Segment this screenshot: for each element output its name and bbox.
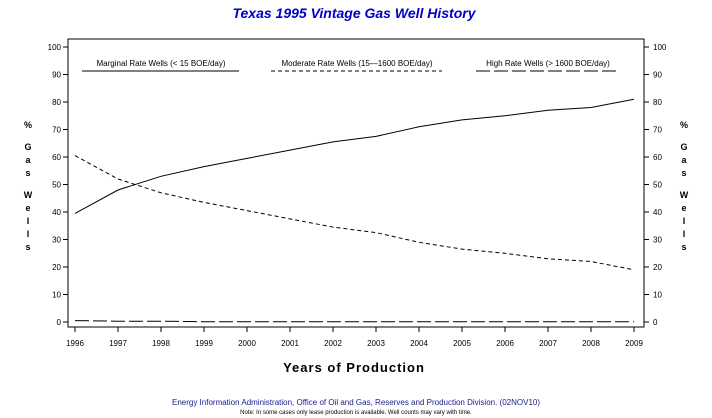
y-tick-label-right: 100 [653, 43, 667, 52]
y-tick-label-right: 30 [653, 236, 662, 245]
y-label-char: s [681, 168, 686, 178]
y-tick-label-right: 40 [653, 208, 662, 217]
x-tick-label: 2002 [324, 339, 342, 348]
y-label-char: a [25, 155, 31, 165]
x-tick-label: 1999 [195, 339, 213, 348]
y-tick-label-left: 70 [52, 126, 61, 135]
series-line-3 [74, 320, 634, 323]
y-tick-label-left: 10 [52, 291, 61, 300]
y-tick-label-left: 40 [52, 208, 61, 217]
x-tick-label: 2009 [625, 339, 643, 348]
y-tick-label-left: 80 [52, 98, 61, 107]
y-label-char: l [27, 229, 30, 239]
y-tick-label-right: 90 [653, 71, 662, 80]
x-tick-label: 2004 [410, 339, 428, 348]
x-tick-label: 2000 [238, 339, 256, 348]
y-tick-label-left: 60 [52, 153, 61, 162]
y-tick-label-right: 10 [653, 291, 662, 300]
x-tick-label: 1998 [152, 339, 170, 348]
y-label-char: G [24, 142, 31, 152]
y-tick-label-left: 20 [52, 263, 61, 272]
series-group [74, 98, 635, 323]
y-label-char: W [24, 190, 33, 200]
y-tick-label-left: 100 [48, 43, 62, 52]
x-tick-label: 2005 [453, 339, 471, 348]
chart-title: Texas 1995 Vintage Gas Well History [232, 5, 476, 21]
x-tick-label: 1997 [109, 339, 127, 348]
y-tick-label-left: 30 [52, 236, 61, 245]
y-label-char: l [27, 216, 30, 226]
y-label-char: s [25, 168, 30, 178]
x-tick-label: 1996 [66, 339, 84, 348]
y-label-char: W [680, 190, 689, 200]
series-line-1 [74, 98, 635, 214]
y-label-char: e [681, 203, 686, 213]
plot-frame [67, 38, 645, 328]
x-tick-label: 2003 [367, 339, 385, 348]
y-label-char: a [681, 155, 687, 165]
x-tick-label: 2007 [539, 339, 557, 348]
x-axis: 1996 1997 1998 1999 2000 2001 2002 2003 2004 2005… [66, 327, 643, 348]
legend-label-1: Marginal Rate Wells (< 15 BOE/day) [96, 59, 225, 68]
x-axis-label: Years of Production [283, 360, 425, 375]
y-tick-label-left: 0 [57, 318, 62, 327]
y-label-char: s [25, 242, 30, 252]
series-line-2 [74, 155, 635, 271]
y-axis-left: 0 10 20 30 40 50 60 70 80 90 100 [48, 43, 68, 327]
y-label-char: l [683, 229, 686, 239]
source-footer: Energy Information Administration, Offic… [172, 398, 540, 407]
x-tick-label: 2006 [496, 339, 514, 348]
y-tick-label-right: 50 [653, 181, 662, 190]
legend-label-2: Moderate Rate Wells (15—1600 BOE/day) [281, 59, 432, 68]
legend: Marginal Rate Wells (< 15 BOE/day) Modera… [82, 59, 620, 72]
y-tick-label-right: 20 [653, 263, 662, 272]
y-tick-label-right: 60 [653, 153, 662, 162]
y-tick-label-right: 70 [653, 126, 662, 135]
y-label-char: s [681, 242, 686, 252]
y-tick-label-right: 0 [653, 318, 658, 327]
y-label-char: G [680, 142, 687, 152]
y-tick-label-left: 90 [52, 71, 61, 80]
legend-label-3: High Rate Wells (> 1600 BOE/day) [486, 59, 610, 68]
x-tick-label: 2001 [281, 339, 299, 348]
y-label-char: % [24, 120, 32, 130]
y-label-char: l [683, 216, 686, 226]
y-tick-label-left: 50 [52, 181, 61, 190]
y-axis-right: 0 10 20 30 40 50 60 70 80 90 100 [644, 43, 667, 327]
footnote: Note: In some cases only lease productio… [240, 410, 472, 416]
y-label-char: e [25, 203, 30, 213]
y-tick-label-right: 80 [653, 98, 662, 107]
y-label-char: % [680, 120, 688, 130]
x-tick-label: 2008 [582, 339, 600, 348]
